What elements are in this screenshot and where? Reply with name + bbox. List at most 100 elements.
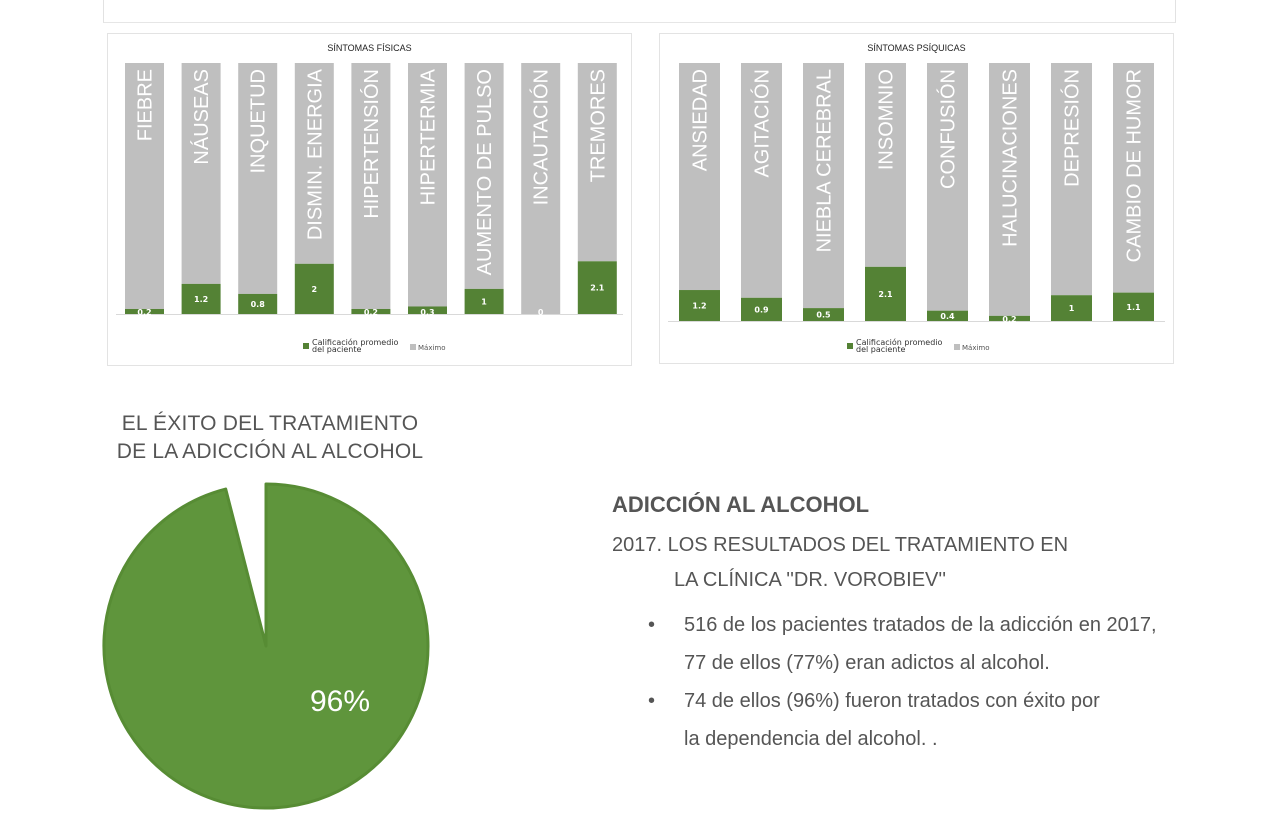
category-label: CAMBIO DE HUMOR xyxy=(1124,69,1146,262)
legend-label: Máximo xyxy=(418,344,446,352)
category-label: ANSIEDAD xyxy=(690,69,712,171)
bar-maximo xyxy=(238,63,278,294)
pie-title: EL ÉXITO DEL TRATAMIENTO DE LA ADICCIÓN … xyxy=(60,410,480,466)
bar-maximo xyxy=(464,63,504,289)
legend-label: del paciente xyxy=(856,345,905,354)
bar-maximo xyxy=(294,63,334,264)
data-label: 0 xyxy=(538,308,544,317)
pie-slice-success xyxy=(102,482,430,810)
pie-title-line: EL ÉXITO DEL TRATAMIENTO xyxy=(121,412,419,435)
category-label: DEPRESIÓN xyxy=(1061,69,1084,187)
pie-chart: 96% xyxy=(102,482,430,810)
category-label: CONFUSIÓN xyxy=(937,69,960,189)
bar-maximo xyxy=(865,63,906,267)
bar-calificacion xyxy=(125,308,164,314)
data-label: 1 xyxy=(481,297,487,306)
bar-maximo xyxy=(1113,63,1154,293)
bar-calificacion xyxy=(577,261,617,314)
bar-calificacion xyxy=(238,293,278,314)
bar-maximo xyxy=(679,63,720,291)
bar-calificacion xyxy=(181,283,221,314)
data-label: 1 xyxy=(1069,304,1075,313)
bar-maximo xyxy=(408,63,447,307)
pie-title-line: DE LA ADICCIÓN AL ALCOHOL xyxy=(116,440,424,463)
data-label: 1.2 xyxy=(692,302,706,311)
category-label: NÁUSEAS xyxy=(190,69,213,165)
data-label: 0.4 xyxy=(940,312,955,321)
pie-data-label: 96% xyxy=(310,685,370,718)
legend-label: Calificación promedio xyxy=(312,337,399,347)
legend-swatch-calificacion xyxy=(303,343,309,349)
bar-plot: ANSIEDAD 1.2 AGITACIÓN 0.9 NIEBLA CEREBRAL 0.… xyxy=(668,63,1165,354)
bar-plot: FIEBRE 0.2 NÁUSEAS 1.2 INQUETUD 0.8 DISMIN. EN… xyxy=(116,63,623,354)
category-label: INSOMNIO xyxy=(876,69,898,170)
bar-maximo xyxy=(741,63,782,298)
bar-maximo xyxy=(521,63,561,314)
data-label: 0.9 xyxy=(754,305,769,314)
bar-maximo xyxy=(989,63,1030,316)
bullet-item: • 74 de ellos (96%) fueron tratados con … xyxy=(648,682,1157,758)
bar-calificacion xyxy=(1113,292,1154,321)
legend-label: Calificación promedio xyxy=(856,337,943,347)
bar-maximo xyxy=(927,63,968,311)
data-label: 0.2 xyxy=(137,308,151,317)
bar-calificacion xyxy=(865,266,906,321)
bar-calificacion xyxy=(679,290,720,321)
category-label: NIEBLA CEREBRAL xyxy=(814,69,836,252)
bar-calificacion xyxy=(464,288,504,314)
category-label: INCAUTACIÓN xyxy=(530,69,553,205)
category-label: TREMORES xyxy=(587,69,609,182)
data-label: 0.2 xyxy=(364,308,378,317)
bar-calificacion xyxy=(294,263,334,314)
bar-calificacion xyxy=(927,310,968,321)
data-label: 2 xyxy=(312,285,318,294)
top-frame xyxy=(103,0,1176,23)
chart-title: SÍNTOMAS FÍSICAS xyxy=(327,43,412,53)
legend-swatch-maximo xyxy=(954,344,960,350)
data-label: 0.3 xyxy=(420,308,434,317)
bullet-text: la dependencia del alcohol. . xyxy=(684,728,938,750)
bullet-icon: • xyxy=(648,614,656,636)
bullet-text: 77 de ellos (77%) eran adictos al alcoho… xyxy=(684,652,1050,674)
data-label: 2.1 xyxy=(590,284,605,293)
bar-calificacion xyxy=(408,306,447,314)
category-label: INQUETUD xyxy=(248,69,270,173)
bullet-item: • 516 de los pacientes tratados de la ad… xyxy=(648,606,1157,682)
chart-sintomas-fisicas: SÍNTOMAS FÍSICAS FIEBRE 0.2 NÁUSEAS 1.2 INQU… xyxy=(107,33,632,366)
category-label: HALUCINACIONES xyxy=(1000,69,1022,247)
bar-calificacion xyxy=(741,297,782,321)
data-label: 1.1 xyxy=(1126,303,1141,312)
bullet-text: 74 de ellos (96%) fueron tratados con éx… xyxy=(684,690,1100,712)
bullet-list: • 516 de los pacientes tratados de la ad… xyxy=(612,606,1157,758)
category-label: AUMENTO DE PULSO xyxy=(474,69,496,275)
subtitle-line: 2017. LOS RESULTADOS DEL TRATAMIENTO EN xyxy=(612,534,1069,556)
category-label: FIEBRE xyxy=(135,69,157,141)
legend-label: del paciente xyxy=(312,345,361,354)
bar-calificacion xyxy=(989,315,1030,321)
data-label: 0.2 xyxy=(1002,315,1016,324)
category-label: AGITACIÓN xyxy=(751,69,774,178)
category-label: HIPERTERMIA xyxy=(418,68,440,205)
chart-title: SÍNTOMAS PSÍQUICAS xyxy=(867,43,966,53)
data-label: 0.8 xyxy=(251,300,266,309)
info-text: ADICCIÓN AL ALCOHOL 2017. LOS RESULTADOS… xyxy=(612,492,1157,758)
bar-maximo xyxy=(125,63,164,309)
category-label: HIPERTENSIÓN xyxy=(360,69,383,219)
heading: ADICCIÓN AL ALCOHOL xyxy=(612,492,870,517)
bar-calificacion xyxy=(803,308,844,321)
legend-swatch-maximo xyxy=(410,344,416,350)
bullet-text: 516 de los pacientes tratados de la adic… xyxy=(684,614,1157,636)
subtitle-line: LA CLÍNICA ''DR. VOROBIEV'' xyxy=(674,569,947,591)
bar-calificacion xyxy=(1051,295,1092,321)
bar-maximo xyxy=(351,63,391,309)
bar-maximo xyxy=(577,63,617,262)
data-label: 1.2 xyxy=(194,295,208,304)
bar-maximo xyxy=(1051,63,1092,296)
bar-maximo xyxy=(803,63,844,309)
bar-calificacion xyxy=(351,308,391,314)
legend-label: Máximo xyxy=(962,344,990,352)
data-label: 0.5 xyxy=(816,311,831,320)
bullet-icon: • xyxy=(648,690,656,712)
legend-swatch-calificacion xyxy=(847,343,853,349)
chart-sintomas-psiquicas: SÍNTOMAS PSÍQUICAS ANSIEDAD 1.2 AGITACIÓN 0… xyxy=(659,33,1174,364)
